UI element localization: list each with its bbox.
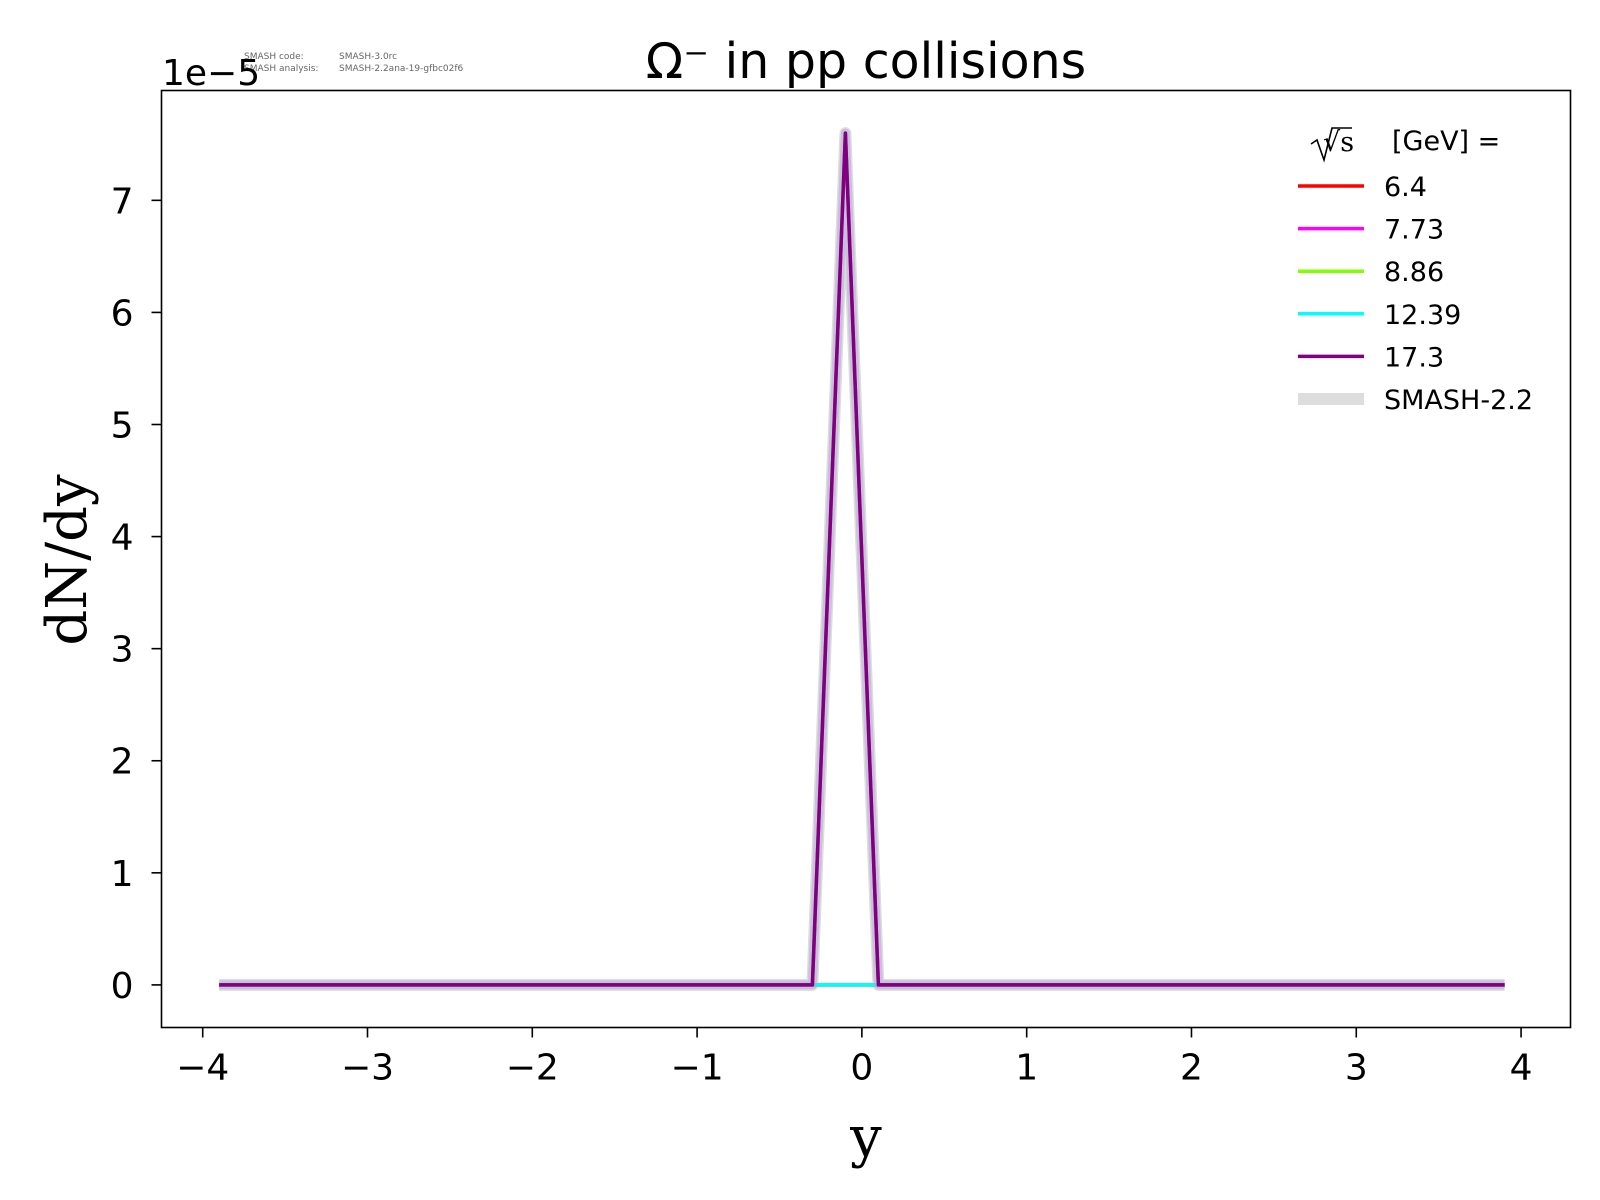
y-tick-label: 4: [111, 518, 134, 559]
x-tick-label: −3: [341, 1048, 394, 1089]
y-axis: 0 1 2 3 4 5 6 7: [111, 181, 162, 1007]
legend-label: 8.86: [1384, 257, 1444, 288]
x-axis: −4 −3 −2 −1 0 1 2 3 4: [176, 1027, 1533, 1089]
y-tick-label: 0: [111, 966, 134, 1007]
sqrt-icon: [1310, 127, 1352, 163]
legend-title-text: [GeV] =: [1392, 126, 1500, 157]
x-tick-label: −4: [176, 1048, 229, 1089]
x-tick-label: 4: [1510, 1048, 1533, 1089]
code-info-value: SMASH-3.0rc: [339, 52, 397, 62]
x-tick-label: −2: [506, 1048, 559, 1089]
series-layer: [219, 127, 1505, 991]
legend-label: 12.39: [1384, 300, 1461, 331]
y-tick-label: 5: [111, 406, 134, 447]
chart-title: Ω⁻ in pp collisions: [646, 33, 1086, 90]
x-tick-label: 1: [1015, 1048, 1038, 1089]
x-tick-label: 3: [1345, 1048, 1368, 1089]
legend-label: 17.3: [1384, 342, 1444, 373]
series-line-top: [219, 131, 1505, 987]
legend-label: 6.4: [1384, 172, 1427, 203]
analysis-info-value: SMASH-2.2ana-19-gfbc02f6: [339, 64, 464, 74]
y-axis-label: dN/dy: [35, 474, 100, 646]
analysis-info-label: SMASH analysis:: [244, 64, 318, 74]
x-tick-label: 2: [1180, 1048, 1203, 1089]
x-axis-label: y: [849, 1105, 882, 1170]
x-tick-label: −1: [671, 1048, 724, 1089]
y-tick-label: 6: [111, 293, 134, 334]
y-tick-label: 3: [111, 630, 134, 671]
x-tick-label: 0: [850, 1048, 873, 1089]
code-info: SMASH code: SMASH-3.0rc SMASH analysis: …: [244, 52, 464, 74]
code-info-label: SMASH code:: [244, 52, 304, 62]
y-tick-label: 2: [111, 742, 134, 783]
plot-frame: [160, 89, 1572, 1029]
y-tick-label: 1: [111, 854, 134, 895]
y-tick-label: 7: [111, 181, 134, 222]
legend-label: SMASH-2.2: [1384, 385, 1533, 416]
legend-label: 7.73: [1384, 215, 1444, 246]
y-offset-text: 1e−5: [162, 53, 260, 94]
